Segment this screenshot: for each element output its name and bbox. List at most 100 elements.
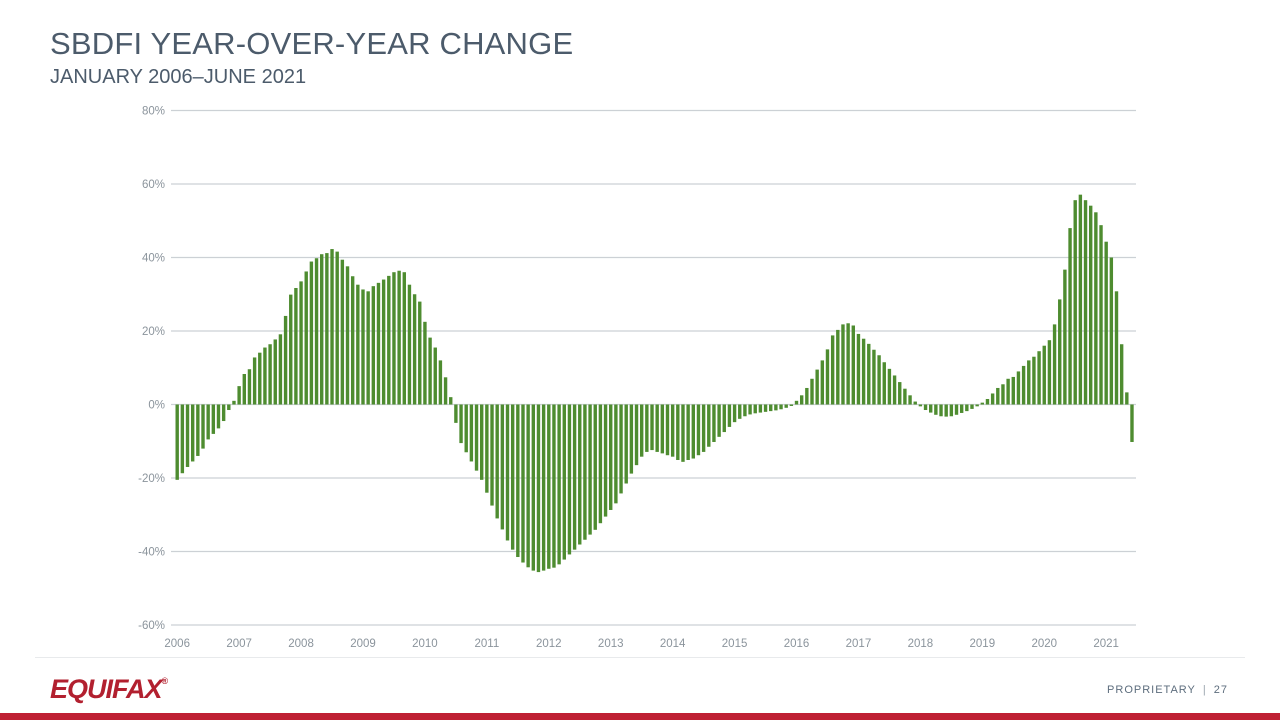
bar-2011-10 — [531, 404, 536, 571]
bar-2015-03 — [743, 404, 747, 417]
bar-2011-12 — [541, 404, 546, 571]
bar-2010-07 — [454, 404, 458, 423]
bar-2017-06 — [882, 362, 886, 405]
bar-2020-12 — [1099, 225, 1103, 405]
bar-2008-05 — [320, 254, 324, 405]
bar-2017-08 — [892, 375, 897, 405]
bar-2018-09 — [959, 404, 964, 413]
bar-2010-03 — [433, 347, 437, 405]
slide-header: SBDFI YEAR-OVER-YEAR CHANGE JANUARY 2006… — [50, 26, 573, 89]
bar-2010-11 — [474, 404, 479, 471]
bar-2016-04 — [810, 378, 814, 405]
bar-2013-09 — [650, 404, 654, 451]
bar-2010-06 — [449, 397, 453, 405]
footer-divider: | — [1202, 684, 1207, 696]
y-axis-tick--40%: -40% — [138, 547, 165, 559]
x-axis-tick-2010: 2010 — [412, 638, 438, 650]
x-axis-tick-2017: 2017 — [846, 638, 872, 650]
bar-2011-03 — [495, 404, 499, 519]
bar-2021-01 — [1104, 241, 1108, 405]
bar-2018-12 — [975, 404, 979, 407]
bar-2007-09 — [278, 334, 283, 405]
bar-2019-06 — [1006, 378, 1010, 405]
footer-meta: PROPRIETARY | 27 — [1107, 684, 1228, 696]
bar-2013-04 — [624, 404, 628, 484]
bar-2015-08 — [769, 404, 773, 412]
bar-2008-12 — [356, 284, 360, 405]
bar-2016-03 — [805, 387, 809, 405]
bar-2009-04 — [376, 282, 381, 405]
bar-2017-11 — [908, 395, 912, 405]
bar-2007-04 — [252, 357, 257, 405]
bar-2019-09 — [1021, 365, 1026, 405]
bar-2008-10 — [345, 266, 350, 405]
bar-2016-12 — [851, 325, 855, 405]
bar-2008-06 — [325, 253, 329, 405]
bar-2016-09 — [836, 329, 840, 405]
bar-2012-09 — [588, 404, 592, 535]
bar-2011-04 — [500, 404, 505, 530]
bar-2017-01 — [856, 333, 861, 405]
bar-2014-10 — [717, 404, 721, 437]
bar-2014-05 — [691, 404, 695, 459]
y-axis-tick--20%: -20% — [138, 473, 165, 485]
bar-2015-07 — [763, 404, 768, 412]
bar-2015-01 — [732, 404, 737, 423]
bar-2006-07 — [206, 404, 210, 440]
bar-2008-03 — [309, 261, 314, 405]
y-axis-tick-60%: 60% — [142, 179, 165, 191]
bar-2014-04 — [686, 404, 690, 460]
page-number: 27 — [1213, 684, 1228, 696]
bar-2012-10 — [593, 404, 597, 530]
bar-2013-08 — [645, 404, 649, 452]
equifax-logo-text: EQUIFAX — [50, 674, 163, 704]
bar-2017-09 — [898, 382, 902, 405]
bar-2017-12 — [913, 401, 917, 405]
bar-2014-02 — [676, 404, 680, 460]
bar-2017-07 — [887, 368, 892, 405]
bar-2013-03 — [619, 404, 623, 494]
x-axis-tick-2020: 2020 — [1031, 638, 1057, 650]
bar-2006-01 — [175, 404, 179, 480]
footer-accent-bar — [0, 713, 1280, 720]
bar-2015-04 — [748, 404, 752, 415]
x-axis-tick-2016: 2016 — [784, 638, 810, 650]
bar-2010-10 — [469, 404, 474, 462]
bar-2009-02 — [366, 291, 370, 405]
bar-2010-04 — [438, 360, 443, 405]
bar-2009-03 — [371, 286, 376, 405]
bar-2008-04 — [314, 258, 319, 405]
bar-2007-12 — [294, 288, 298, 405]
bar-2009-10 — [407, 284, 412, 405]
x-axis-tick-2006: 2006 — [164, 638, 190, 650]
bar-2018-10 — [965, 404, 969, 412]
bar-2019-01 — [980, 402, 985, 405]
bar-2020-01 — [1042, 345, 1046, 405]
bar-2016-11 — [846, 323, 850, 405]
bar-2020-05 — [1063, 269, 1067, 405]
bar-2012-11 — [598, 404, 603, 524]
x-axis-tick-2015: 2015 — [722, 638, 748, 650]
bar-2016-07 — [825, 349, 830, 405]
bar-2014-12 — [727, 404, 732, 427]
bar-2006-06 — [201, 404, 205, 449]
bar-2006-12 — [232, 400, 236, 405]
bar-2010-12 — [479, 404, 484, 480]
bar-2006-03 — [185, 404, 190, 467]
bar-2016-08 — [830, 335, 835, 405]
x-axis-tick-2013: 2013 — [598, 638, 624, 650]
bar-2009-11 — [412, 294, 417, 405]
bar-2012-01 — [547, 404, 551, 569]
bar-2016-06 — [820, 360, 825, 405]
bar-2020-02 — [1047, 340, 1052, 405]
bar-2013-10 — [655, 404, 659, 452]
bottom-divider-line — [35, 657, 1245, 658]
bar-2010-09 — [464, 404, 468, 453]
bar-2007-07 — [268, 344, 272, 405]
bar-2007-05 — [258, 352, 262, 405]
bar-2011-01 — [485, 404, 489, 493]
x-axis-tick-2021: 2021 — [1093, 638, 1119, 650]
bar-2011-07 — [516, 404, 520, 558]
bar-2012-02 — [552, 404, 556, 568]
